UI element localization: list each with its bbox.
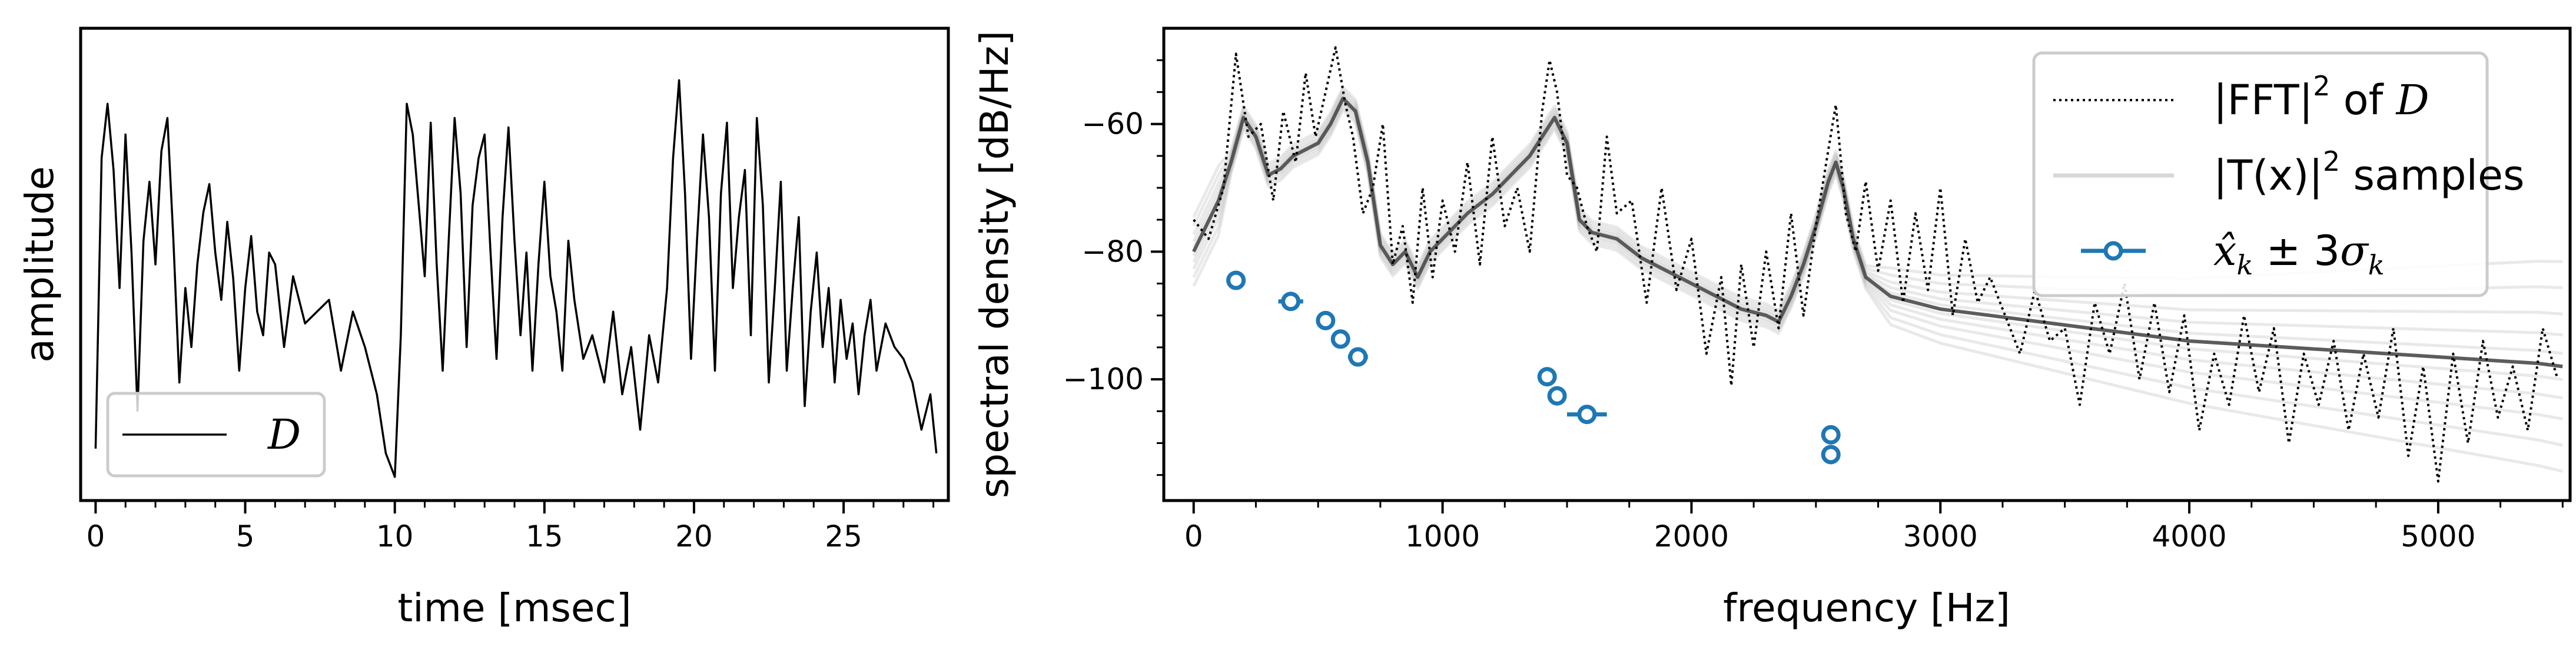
legend-err-math2: σ [2340,227,2369,275]
legend-label-samples: |T(x)|2 samples [2213,145,2525,200]
time-panel: 0 5 10 15 20 25 time [msec] amplitude D [17,26,950,631]
transfer-function-sample-1 [1192,105,2563,447]
frequency-x-tick-label: 4000 [2152,519,2226,554]
transfer-function-sample-7 [1192,91,2563,318]
transfer-function-sample-2 [1192,102,2563,420]
estimate-errorbars [1226,270,1841,465]
estimate-marker [1547,386,1567,406]
estimate-point [1547,386,1567,406]
legend-err-math: x̂ [2213,227,2236,275]
estimate-marker [1577,405,1597,425]
estimate-marker [1226,270,1246,290]
frequency-x-tick-label: 0 [1184,519,1203,554]
legend-fft-math: D [2395,76,2429,124]
time-x-tick-label: 15 [526,519,563,554]
legend-samples-sup: 2 [2323,145,2340,177]
estimate-marker [1330,329,1350,349]
spectral-density-y-tick-label: −80 [1081,234,1144,269]
estimate-marker [1821,445,1841,465]
time-x-tick-label: 5 [236,519,255,554]
frequency-x-axis-label: frequency [Hz] [1723,585,2010,631]
time-legend: D [106,392,326,478]
time-legend-label-D: D [267,410,301,459]
estimate-point [1821,425,1841,445]
time-x-tick-label: 10 [376,519,414,554]
legend-swatch-errorbar-marker [2103,241,2123,261]
legend-fft-text: |FFT| [2213,76,2313,124]
time-x-axis-label: time [msec] [397,585,631,631]
legend-samples-tail: samples [2340,151,2524,200]
legend-fft-sup: 2 [2313,70,2330,102]
legend-err-tail: ± 3 [2253,227,2340,275]
spectral-density-y-tick-label: −100 [1063,362,1144,396]
estimate-point [1566,405,1607,425]
spectral-density-y-ticks: −100 −80 −60 [1063,59,1164,476]
estimate-marker [1821,425,1841,445]
estimate-marker [1348,347,1368,367]
legend-label-fft: |FFT|2 of D [2213,70,2429,124]
time-x-tick-label: 25 [825,519,862,554]
frequency-x-tick-label: 1000 [1405,519,1480,554]
time-x-tick-label: 20 [675,519,713,554]
estimate-point [1821,445,1841,465]
transfer-function-sample-0 [1192,108,2563,473]
legend-err-sub: k [2236,249,2253,281]
spectral-density-y-axis-label: spectral density [dB/Hz] [972,31,1017,498]
estimate-point [1278,291,1303,312]
legend-err-sub2: k [2368,249,2385,281]
legend-samples-text: |T(x)| [2213,151,2323,200]
frequency-x-tick-label: 2000 [1654,519,1729,554]
estimate-point [1330,329,1350,349]
estimate-point [1316,310,1336,330]
spectrum-legend-frame [2032,51,2489,297]
estimate-marker [1281,291,1301,312]
estimate-marker [1316,310,1336,330]
estimate-point [1226,270,1246,290]
fft-power-dotted-line [1193,46,2559,483]
transfer-function-samples-line [1192,97,2563,369]
estimate-point [1537,367,1557,387]
spectral-density-y-tick-label: −60 [1081,107,1144,141]
frequency-x-tick-label: 3000 [1903,519,1978,554]
frequency-x-ticks: 0 1000 2000 3000 4000 5000 [1184,501,2564,554]
spectrum-panel: 0 1000 2000 3000 4000 5000 −100 −80 −60 frequen… [972,26,2572,631]
legend-label-errorbar: x̂k ± 3σk [2213,227,2385,281]
legend-fft-tail: of [2331,76,2396,124]
time-x-ticks: 0 5 10 15 20 25 [87,501,935,554]
frequency-x-tick-label: 5000 [2401,519,2475,554]
time-series-line-D [94,79,938,478]
time-plot-frame [79,26,950,502]
spectrum-plot-frame [1162,26,2572,502]
time-x-tick-label: 0 [87,519,105,554]
time-y-axis-label: amplitude [17,166,62,363]
estimate-point [1347,347,1368,367]
estimate-marker [1537,367,1557,387]
spectrum-legend: |FFT|2 of D |T(x)|2 samples x̂k ± 3σk [2032,51,2525,297]
